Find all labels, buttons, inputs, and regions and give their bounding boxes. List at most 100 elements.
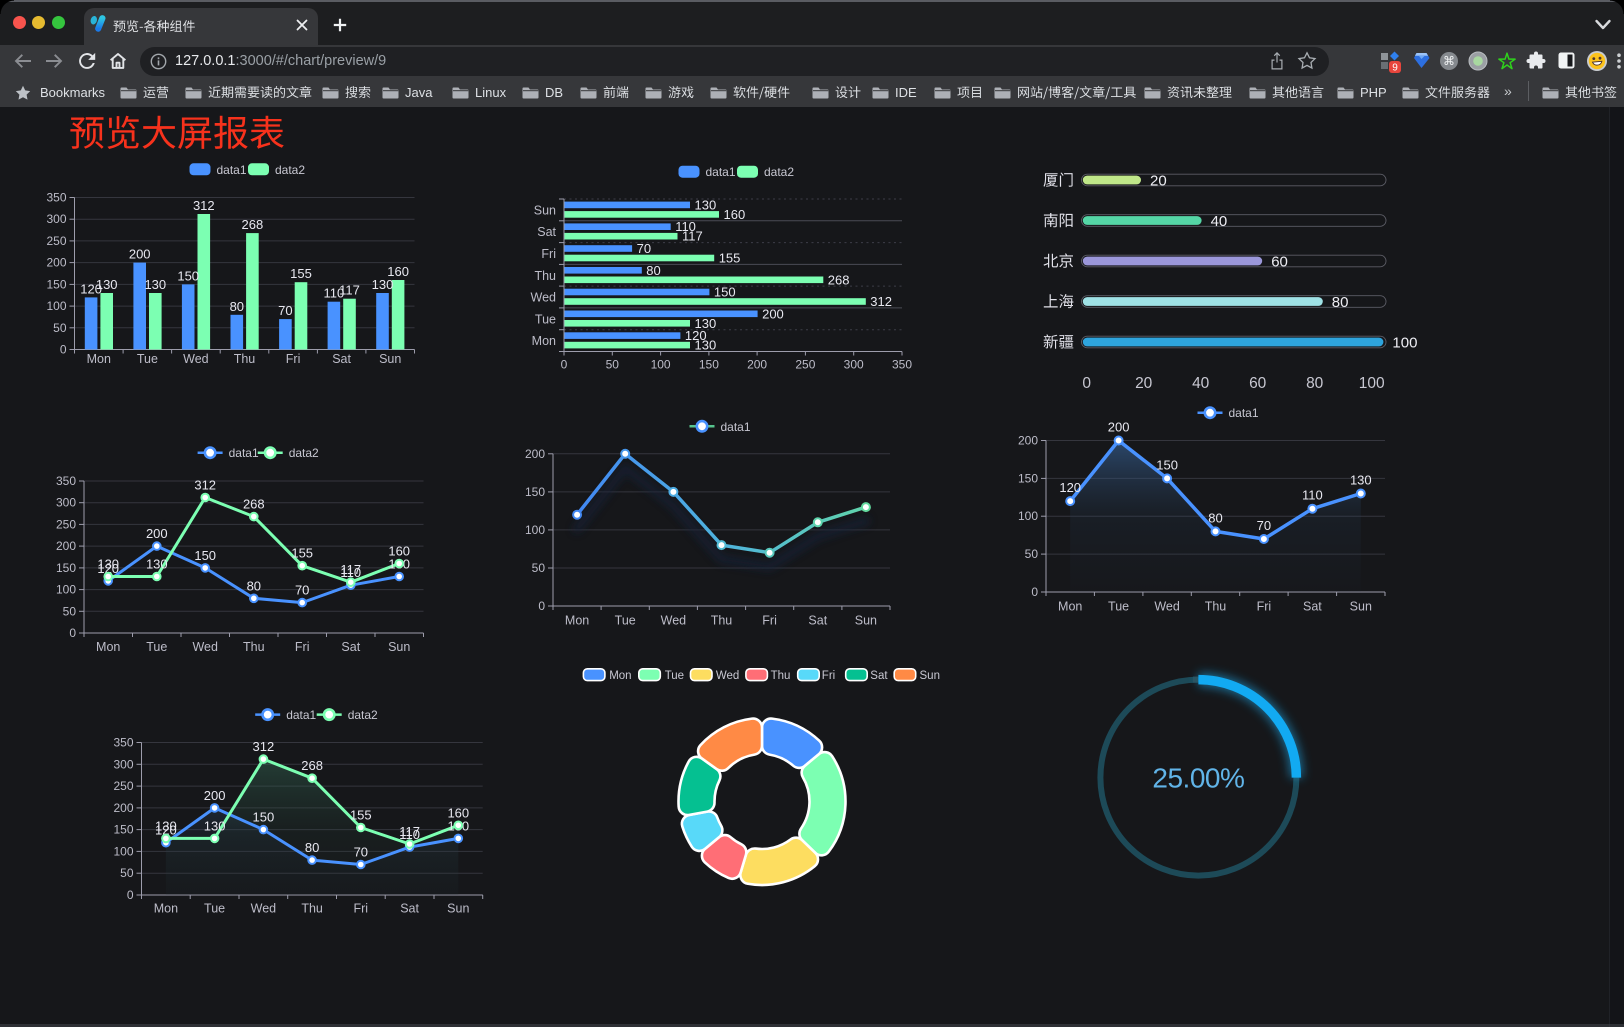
svg-text:100: 100: [651, 358, 671, 372]
svg-text:Tue: Tue: [137, 352, 158, 366]
svg-text:120: 120: [685, 328, 707, 343]
svg-text:130: 130: [204, 818, 226, 833]
svg-text:Thu: Thu: [534, 269, 556, 283]
svg-text:Fri: Fri: [1257, 600, 1272, 614]
svg-text:200: 200: [204, 788, 226, 803]
svg-text:Fri: Fri: [286, 352, 301, 366]
svg-text:70: 70: [295, 583, 309, 598]
svg-text:150: 150: [1156, 457, 1178, 472]
svg-text:100: 100: [1392, 335, 1417, 352]
svg-text:Wed: Wed: [531, 291, 557, 305]
svg-text:268: 268: [243, 497, 265, 512]
svg-text:Mon: Mon: [96, 640, 120, 654]
svg-text:117: 117: [340, 562, 361, 577]
svg-text:Mon: Mon: [565, 614, 589, 628]
svg-text:50: 50: [53, 321, 67, 335]
svg-text:250: 250: [113, 779, 133, 793]
svg-text:200: 200: [747, 358, 767, 372]
svg-text:130: 130: [695, 316, 717, 331]
svg-text:200: 200: [129, 247, 151, 262]
svg-text:155: 155: [291, 546, 313, 561]
svg-text:110: 110: [675, 219, 696, 234]
svg-text:200: 200: [1018, 434, 1038, 448]
svg-text:117: 117: [339, 283, 360, 298]
svg-text:Mon: Mon: [154, 902, 178, 916]
svg-text:312: 312: [193, 198, 215, 213]
svg-text:Wed: Wed: [1154, 600, 1180, 614]
svg-text:80: 80: [1332, 294, 1349, 311]
svg-text:70: 70: [637, 241, 651, 256]
svg-text:300: 300: [46, 212, 66, 226]
svg-text:20: 20: [1135, 375, 1153, 392]
svg-text:110: 110: [324, 286, 345, 301]
svg-text:312: 312: [253, 739, 275, 754]
svg-text:250: 250: [56, 517, 76, 531]
svg-text:50: 50: [1025, 547, 1039, 561]
svg-text:data2: data2: [348, 708, 378, 722]
svg-text:268: 268: [828, 272, 850, 287]
svg-text:80: 80: [305, 840, 319, 855]
svg-text:Wed: Wed: [183, 352, 209, 366]
svg-text:Thu: Thu: [1205, 600, 1227, 614]
svg-text:data2: data2: [289, 446, 319, 460]
svg-text:Mon: Mon: [1058, 600, 1082, 614]
svg-text:Sat: Sat: [400, 902, 419, 916]
svg-text:40: 40: [1192, 375, 1210, 392]
svg-text:80: 80: [646, 263, 660, 278]
svg-text:100: 100: [46, 299, 66, 313]
svg-text:Fri: Fri: [541, 247, 556, 261]
svg-text:130: 130: [146, 557, 168, 572]
svg-text:Tue: Tue: [1108, 600, 1129, 614]
svg-text:Wed: Wed: [192, 640, 218, 654]
svg-text:50: 50: [606, 358, 620, 372]
svg-text:150: 150: [113, 823, 133, 837]
svg-text:200: 200: [1108, 420, 1130, 435]
svg-text:Sun: Sun: [920, 670, 940, 682]
svg-text:80: 80: [230, 299, 244, 314]
svg-text:Sat: Sat: [341, 640, 360, 654]
svg-text:155: 155: [719, 251, 741, 266]
svg-text:Thu: Thu: [301, 902, 323, 916]
svg-text:80: 80: [1306, 375, 1324, 392]
svg-text:Thu: Thu: [711, 614, 733, 628]
svg-text:Tue: Tue: [204, 902, 225, 916]
svg-text:200: 200: [146, 526, 168, 541]
svg-text:160: 160: [388, 544, 410, 559]
svg-text:120: 120: [97, 561, 119, 576]
svg-text:Sat: Sat: [1303, 600, 1322, 614]
svg-text:25.00%: 25.00%: [1152, 763, 1244, 794]
svg-text:300: 300: [113, 757, 133, 771]
svg-text:70: 70: [1257, 518, 1271, 533]
svg-text:80: 80: [1208, 510, 1222, 525]
svg-text:0: 0: [69, 626, 76, 640]
svg-text:130: 130: [96, 277, 118, 292]
svg-text:data2: data2: [764, 165, 794, 179]
svg-text:0: 0: [1031, 585, 1038, 599]
svg-text:Wed: Wed: [661, 614, 687, 628]
svg-text:150: 150: [253, 810, 275, 825]
svg-text:160: 160: [387, 264, 409, 279]
svg-text:130: 130: [97, 557, 119, 572]
svg-text:200: 200: [56, 539, 76, 553]
svg-text:0: 0: [561, 358, 568, 372]
svg-text:Mon: Mon: [87, 352, 111, 366]
svg-text:160: 160: [447, 805, 469, 820]
svg-text:100: 100: [525, 523, 545, 537]
svg-text:data1: data1: [706, 165, 736, 179]
svg-text:Fri: Fri: [354, 902, 369, 916]
svg-text:Sun: Sun: [379, 352, 401, 366]
svg-text:250: 250: [46, 234, 66, 248]
svg-text:Sat: Sat: [537, 225, 556, 239]
svg-text:155: 155: [290, 266, 312, 281]
svg-text:Sat: Sat: [870, 670, 888, 682]
svg-text:Sat: Sat: [332, 352, 351, 366]
svg-text:200: 200: [113, 801, 133, 815]
svg-text:130: 130: [144, 277, 166, 292]
svg-text:117: 117: [682, 229, 703, 244]
svg-text:Wed: Wed: [716, 670, 739, 682]
svg-text:312: 312: [194, 478, 216, 493]
svg-text:Tue: Tue: [665, 670, 684, 682]
svg-text:Fri: Fri: [762, 614, 777, 628]
svg-text:250: 250: [795, 358, 815, 372]
svg-text:9: 9: [1392, 63, 1398, 74]
